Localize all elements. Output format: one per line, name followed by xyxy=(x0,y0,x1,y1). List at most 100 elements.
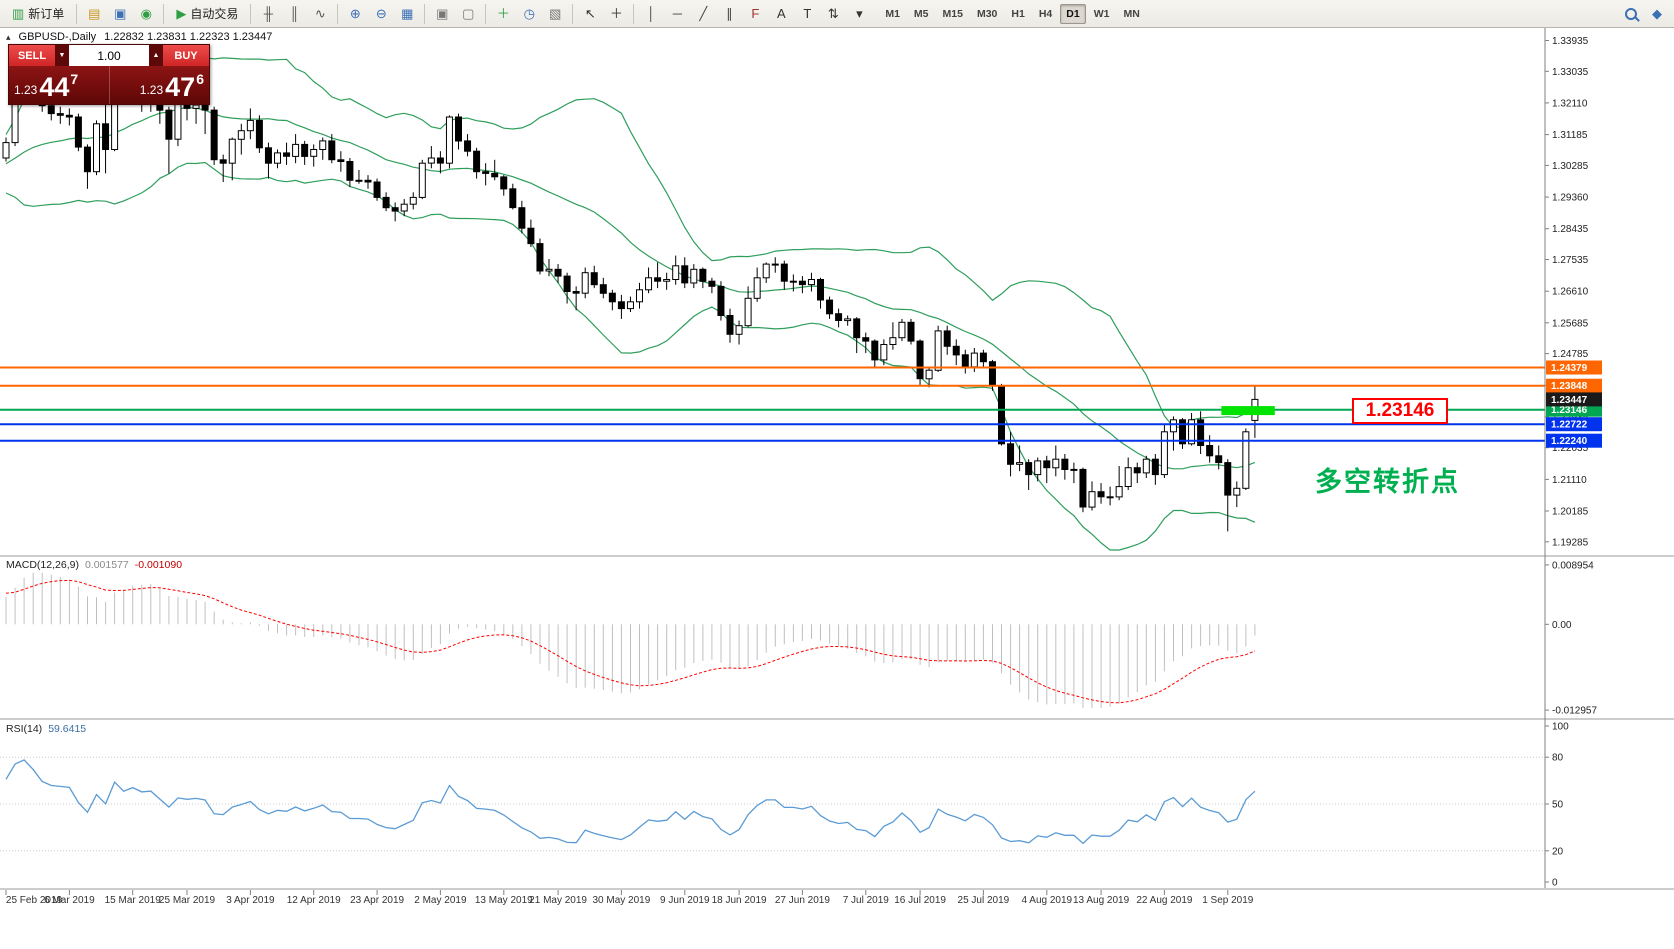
svg-text:1.23146: 1.23146 xyxy=(1551,405,1588,416)
indicators-icon: ＋ xyxy=(496,6,510,21)
volume-step-down-button[interactable]: ▼ xyxy=(55,45,69,66)
rsi-pane[interactable] xyxy=(0,756,1545,852)
search-icon[interactable] xyxy=(1619,2,1643,26)
grid-icon[interactable]: ▦ xyxy=(395,2,419,26)
svg-text:1.31185: 1.31185 xyxy=(1552,130,1588,141)
current-price-badge xyxy=(1546,392,1602,407)
candles xyxy=(2,45,1259,532)
cascade-windows-icon[interactable]: ▢ xyxy=(456,2,480,26)
templates-icon: ▧ xyxy=(549,6,562,21)
vertical-line-icon[interactable]: │ xyxy=(639,2,663,26)
line-chart-icon: ∿ xyxy=(314,6,326,21)
svg-text:20: 20 xyxy=(1552,846,1564,857)
autotrading-icon: ▶ xyxy=(176,6,187,21)
crosshair-icon[interactable]: ＋ xyxy=(604,2,628,26)
svg-text:18 Jun 2019: 18 Jun 2019 xyxy=(712,895,767,906)
alerts-icon[interactable]: ◉ xyxy=(134,2,158,26)
periods-icon[interactable]: ◷ xyxy=(517,2,541,26)
toolbar-right: ◆ xyxy=(1618,2,1670,26)
text-icon[interactable]: A xyxy=(769,2,793,26)
text-icon: A xyxy=(776,6,786,21)
chart-title-symbol: GBPUSD-,Daily xyxy=(18,31,97,43)
templates-icon[interactable]: ▧ xyxy=(543,2,567,26)
price-callout-label[interactable]: 1.23146 xyxy=(1352,398,1448,424)
profiles-icon[interactable]: ▤ xyxy=(82,2,106,26)
volume-step-up-button[interactable]: ▲ xyxy=(149,45,163,66)
timeframe-h4-button[interactable]: H4 xyxy=(1038,7,1053,20)
svg-text:6 Mar 2019: 6 Mar 2019 xyxy=(44,895,95,906)
price-pane[interactable] xyxy=(0,45,1545,551)
svg-text:1 Sep 2019: 1 Sep 2019 xyxy=(1202,895,1254,906)
trendline-icon[interactable]: ╱ xyxy=(691,2,715,26)
label-icon[interactable]: T xyxy=(795,2,819,26)
svg-text:22 Aug 2019: 22 Aug 2019 xyxy=(1136,895,1193,906)
svg-text:25 Mar 2019: 25 Mar 2019 xyxy=(159,895,216,906)
timeframe-m5-button[interactable]: M5 xyxy=(913,7,929,20)
autotrading-button[interactable]: ▶ 自动交易 xyxy=(169,2,245,26)
label-icon: T xyxy=(803,6,812,21)
fibonacci-icon: F xyxy=(751,6,760,21)
one-click-toggle-icon[interactable]: ▴ xyxy=(6,31,11,42)
timeframe-h1-button[interactable]: H1 xyxy=(1011,7,1025,20)
sell-price-sup: 7 xyxy=(70,71,79,87)
macd-pane[interactable] xyxy=(5,572,1256,708)
arrows-icon[interactable]: ⇅ xyxy=(821,2,845,26)
svg-text:23 Apr 2019: 23 Apr 2019 xyxy=(350,895,404,906)
bollinger-lower-band xyxy=(5,161,1256,551)
cascade-windows-icon: ▢ xyxy=(462,6,475,21)
timeframe-m1-button[interactable]: M1 xyxy=(885,7,900,20)
volume-input[interactable] xyxy=(69,45,149,66)
timeframe-w1-button[interactable]: W1 xyxy=(1093,7,1110,20)
fibonacci-icon[interactable]: F xyxy=(743,2,767,26)
arrows-caret-icon: ▾ xyxy=(856,6,863,21)
sell-price[interactable]: 1.23 44 7 xyxy=(9,66,109,104)
candlestick-chart-icon[interactable]: ║ xyxy=(282,2,306,26)
highlight-segment[interactable] xyxy=(1221,406,1275,416)
favorites-icon[interactable]: ◆ xyxy=(1652,5,1662,21)
line-chart-icon[interactable]: ∿ xyxy=(308,2,332,26)
new-order-button-label: 新订单 xyxy=(28,7,65,21)
sell-button[interactable]: SELL xyxy=(9,45,55,66)
rsi-label: RSI(14) 59.6415 xyxy=(6,723,86,735)
channel-icon: ∥ xyxy=(726,6,733,21)
svg-text:100: 100 xyxy=(1552,722,1569,733)
grid-icon: ▦ xyxy=(401,6,414,21)
svg-text:2 May 2019: 2 May 2019 xyxy=(414,895,467,906)
new-chart-icon[interactable]: ▣ xyxy=(108,2,132,26)
toolbar-separator xyxy=(163,3,165,24)
toolbar-separator xyxy=(485,3,487,24)
svg-text:13 Aug 2019: 13 Aug 2019 xyxy=(1073,895,1130,906)
channel-icon[interactable]: ∥ xyxy=(717,2,741,26)
buy-price[interactable]: 1.23 47 6 xyxy=(108,66,210,104)
new-order-button[interactable]: ▥ 新订单 xyxy=(5,2,71,26)
indicators-icon[interactable]: ＋ xyxy=(491,2,515,26)
buy-button[interactable]: BUY xyxy=(163,45,209,66)
timeframe-d1-button[interactable]: D1 xyxy=(1060,3,1086,24)
tile-windows-icon[interactable]: ▣ xyxy=(430,2,454,26)
svg-text:12 Apr 2019: 12 Apr 2019 xyxy=(287,895,341,906)
note-annotation[interactable]: 多空转折点 xyxy=(1315,467,1460,497)
timeframe-m15-button[interactable]: M15 xyxy=(942,7,963,20)
cursor-icon[interactable]: ↖ xyxy=(578,2,602,26)
timeframe-mn-button[interactable]: MN xyxy=(1123,7,1140,20)
zoom-in-icon[interactable]: ⊕ xyxy=(343,2,367,26)
buy-price-big: 47 xyxy=(165,72,196,103)
bar-chart-icon: ╫ xyxy=(263,6,273,21)
bar-chart-icon[interactable]: ╫ xyxy=(256,2,280,26)
toolbar: ▥ 新订单 ▤ ▣ ◉ ▶ 自动交易 ╫ ║ ∿ ⊕ ⊖ ▦ ▣ ▢ ＋ ◷ ▧ ↖ ＋ │ ─ ╱ ∥ F A T ⇅ ▾ M1 M5 M1… xyxy=(0,0,1674,28)
svg-text:1.32110: 1.32110 xyxy=(1552,98,1588,109)
timeframe-m30-button[interactable]: M30 xyxy=(976,7,998,20)
periods-icon: ◷ xyxy=(523,6,535,21)
zoom-out-icon[interactable]: ⊖ xyxy=(369,2,393,26)
sell-price-prefix: 1.23 xyxy=(14,83,38,97)
zoom-out-icon: ⊖ xyxy=(375,6,387,21)
svg-text:-0.012957: -0.012957 xyxy=(1552,706,1597,717)
arrows-caret-icon[interactable]: ▾ xyxy=(847,2,871,26)
price-axis[interactable]: 1.33935 1.33035 1.32110 1.31185 1.30285 1.293… xyxy=(1544,28,1602,889)
svg-text:1.24785: 1.24785 xyxy=(1552,349,1589,360)
level-price-badge xyxy=(1546,433,1602,448)
horizontal-line-icon: ─ xyxy=(672,6,682,21)
horizontal-line-icon[interactable]: ─ xyxy=(665,2,689,26)
